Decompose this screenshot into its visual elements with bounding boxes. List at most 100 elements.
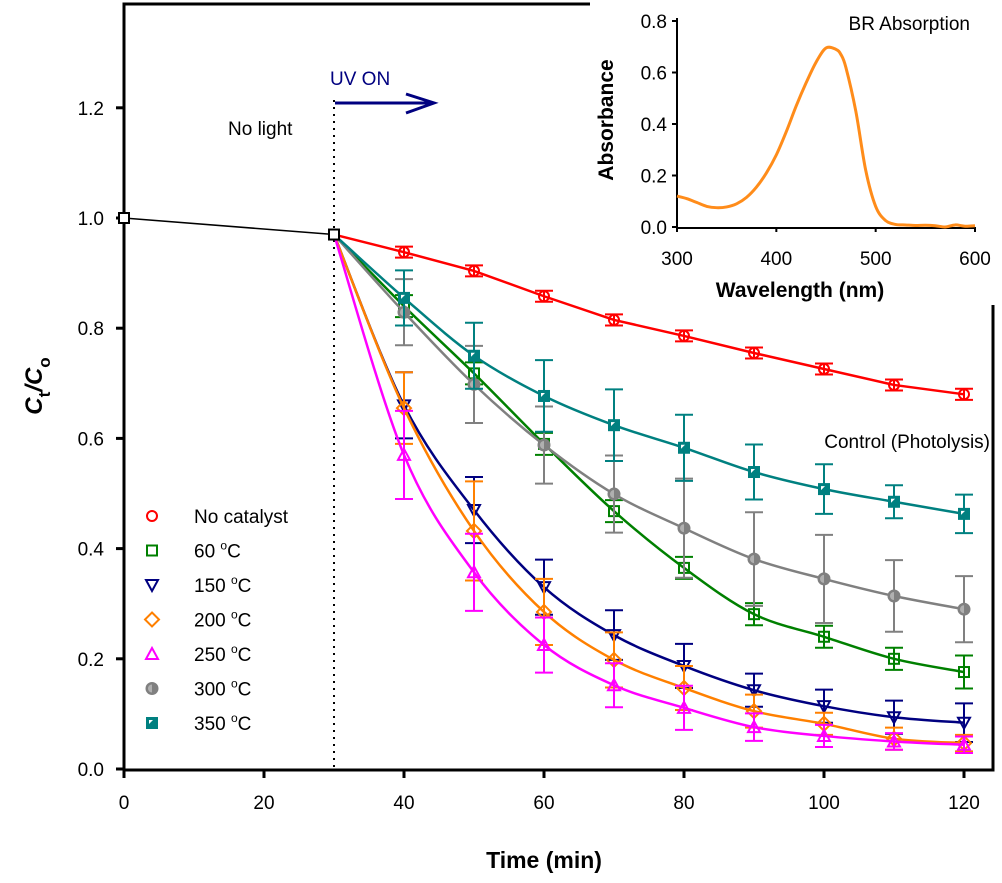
data-point-circle xyxy=(146,510,158,522)
data-point-highlight xyxy=(148,684,152,693)
data-point-circle xyxy=(888,378,900,391)
inset-x-tick-label: 600 xyxy=(959,249,991,270)
data-point-triangle-up xyxy=(536,636,552,652)
data-point-square xyxy=(146,544,158,557)
y-tick-label: 0.2 xyxy=(78,650,104,671)
data-point-highlight xyxy=(961,510,965,515)
data-point-square xyxy=(818,630,830,643)
data-point-highlight xyxy=(821,486,825,491)
data-point-highlight xyxy=(611,422,615,427)
x-tick-label: 120 xyxy=(948,793,980,814)
legend-label: 60 oC xyxy=(194,539,241,563)
data-point-filled-square xyxy=(398,291,410,304)
data-point-triangle-up xyxy=(886,733,902,748)
inset-y-axis-label: Absorbance xyxy=(595,59,618,180)
inset-y-ticks: 0.0 0.2 0.4 0.6 0.8 xyxy=(641,12,677,239)
data-point-highlight xyxy=(471,352,475,357)
data-point-circle xyxy=(608,313,620,326)
data-point-highlight xyxy=(541,392,545,397)
y-tick-label: 0.0 xyxy=(78,760,104,781)
data-point-highlight xyxy=(890,591,894,600)
data-point-triangle-down xyxy=(746,684,762,699)
x-tick-label: 60 xyxy=(533,793,554,814)
fit-line xyxy=(332,234,965,745)
data-point-circle xyxy=(468,264,480,277)
main-x-ticks: 0 20 40 60 80 100 120 xyxy=(119,770,980,814)
data-point-circle xyxy=(538,290,550,303)
data-point-highlight xyxy=(750,555,754,564)
y-axis-label-c: C xyxy=(21,397,48,415)
inset-y-tick-label: 0.6 xyxy=(641,64,667,85)
data-point-triangle-up xyxy=(396,446,412,461)
x-tick-label: 20 xyxy=(253,793,274,814)
legend: No catalyst 60 oC 150 oC 200 oC 250 oC 300 oC… xyxy=(143,507,289,735)
series-no-catalyst xyxy=(333,233,973,401)
x-tick-label: 0 xyxy=(119,793,130,814)
data-point-filled-square xyxy=(748,466,760,479)
data-point-highlight xyxy=(891,498,895,503)
fit-line xyxy=(332,234,965,724)
legend-item: 60 oC xyxy=(146,539,241,563)
series-150-c xyxy=(332,234,973,744)
y-tick-label: 0.4 xyxy=(78,540,105,561)
dark-phase-point xyxy=(328,228,340,241)
legend-item: No catalyst xyxy=(146,507,289,528)
y-tick-label: 0.8 xyxy=(78,319,104,340)
data-point-filled-square xyxy=(468,349,480,362)
data-point-circle xyxy=(818,362,830,375)
data-point-triangle-up xyxy=(816,727,832,742)
data-point-triangle-down xyxy=(606,629,622,644)
data-point-triangle-up xyxy=(606,677,622,692)
inset-x-tick-label: 500 xyxy=(860,249,892,270)
inset-absorption-plot: 0.0 0.2 0.4 0.6 0.8 300 400 500 600 BR Absorpti… xyxy=(590,0,1000,305)
data-point-triangle-up xyxy=(676,699,692,714)
series-200-c xyxy=(332,234,973,753)
data-point-highlight xyxy=(610,490,614,499)
x-tick-label: 40 xyxy=(393,793,414,814)
uv-on-arrow-icon xyxy=(335,92,439,115)
data-point-highlight xyxy=(751,469,755,474)
data-point-highlight xyxy=(960,605,964,614)
data-point-square xyxy=(888,652,900,665)
legend-item: 150 oC xyxy=(144,573,251,597)
legend-item: 300 oC xyxy=(145,677,251,701)
x-axis-label: Time (min) xyxy=(486,847,602,873)
data-point-filled-square xyxy=(538,389,550,402)
inset-x-tick-label: 400 xyxy=(760,249,792,270)
data-point-highlight xyxy=(680,524,684,533)
main-plot: 0.0 0.2 0.4 0.6 0.8 1.0 1.2 0 20 40 60 80 100 120 No… xyxy=(21,2,995,873)
inset-y-tick-label: 0.4 xyxy=(641,115,668,136)
fit-line xyxy=(333,233,965,611)
fit-line xyxy=(332,234,965,747)
data-point-triangle-down xyxy=(956,716,972,731)
data-point-triangle-up xyxy=(466,564,482,579)
data-point-triangle-up xyxy=(746,719,762,734)
data-point-circle xyxy=(678,329,690,342)
inset-y-tick-label: 0.8 xyxy=(641,12,667,33)
series-350-c xyxy=(333,233,973,535)
data-point-highlight xyxy=(149,720,153,724)
y-tick-label: 1.2 xyxy=(78,99,104,120)
inset-y-tick-label: 0.0 xyxy=(641,218,667,239)
series-300-c xyxy=(333,233,973,644)
legend-label: 250 oC xyxy=(194,642,251,666)
fit-line xyxy=(333,233,965,396)
data-point-circle xyxy=(398,246,410,259)
legend-label: 150 oC xyxy=(194,573,251,597)
data-point-triangle-up xyxy=(956,736,972,751)
x-tick-label: 100 xyxy=(808,793,840,814)
data-point-triangle-down xyxy=(144,579,160,594)
data-point-square xyxy=(958,666,970,679)
uv-on-annotation: UV ON xyxy=(330,69,390,90)
data-point-filled-square xyxy=(888,495,900,508)
inset-x-axis-label: Wavelength (nm) xyxy=(716,279,884,302)
fit-line xyxy=(333,233,965,674)
inset-y-tick-label: 0.2 xyxy=(641,167,667,188)
data-point-highlight xyxy=(681,444,685,449)
data-point-circle xyxy=(748,346,760,359)
svg-text:Ct/Co: Ct/Co xyxy=(21,357,54,414)
data-point-filled-square xyxy=(818,483,830,496)
data-point-triangle-down xyxy=(886,711,902,726)
dark-phase-line xyxy=(123,217,335,236)
